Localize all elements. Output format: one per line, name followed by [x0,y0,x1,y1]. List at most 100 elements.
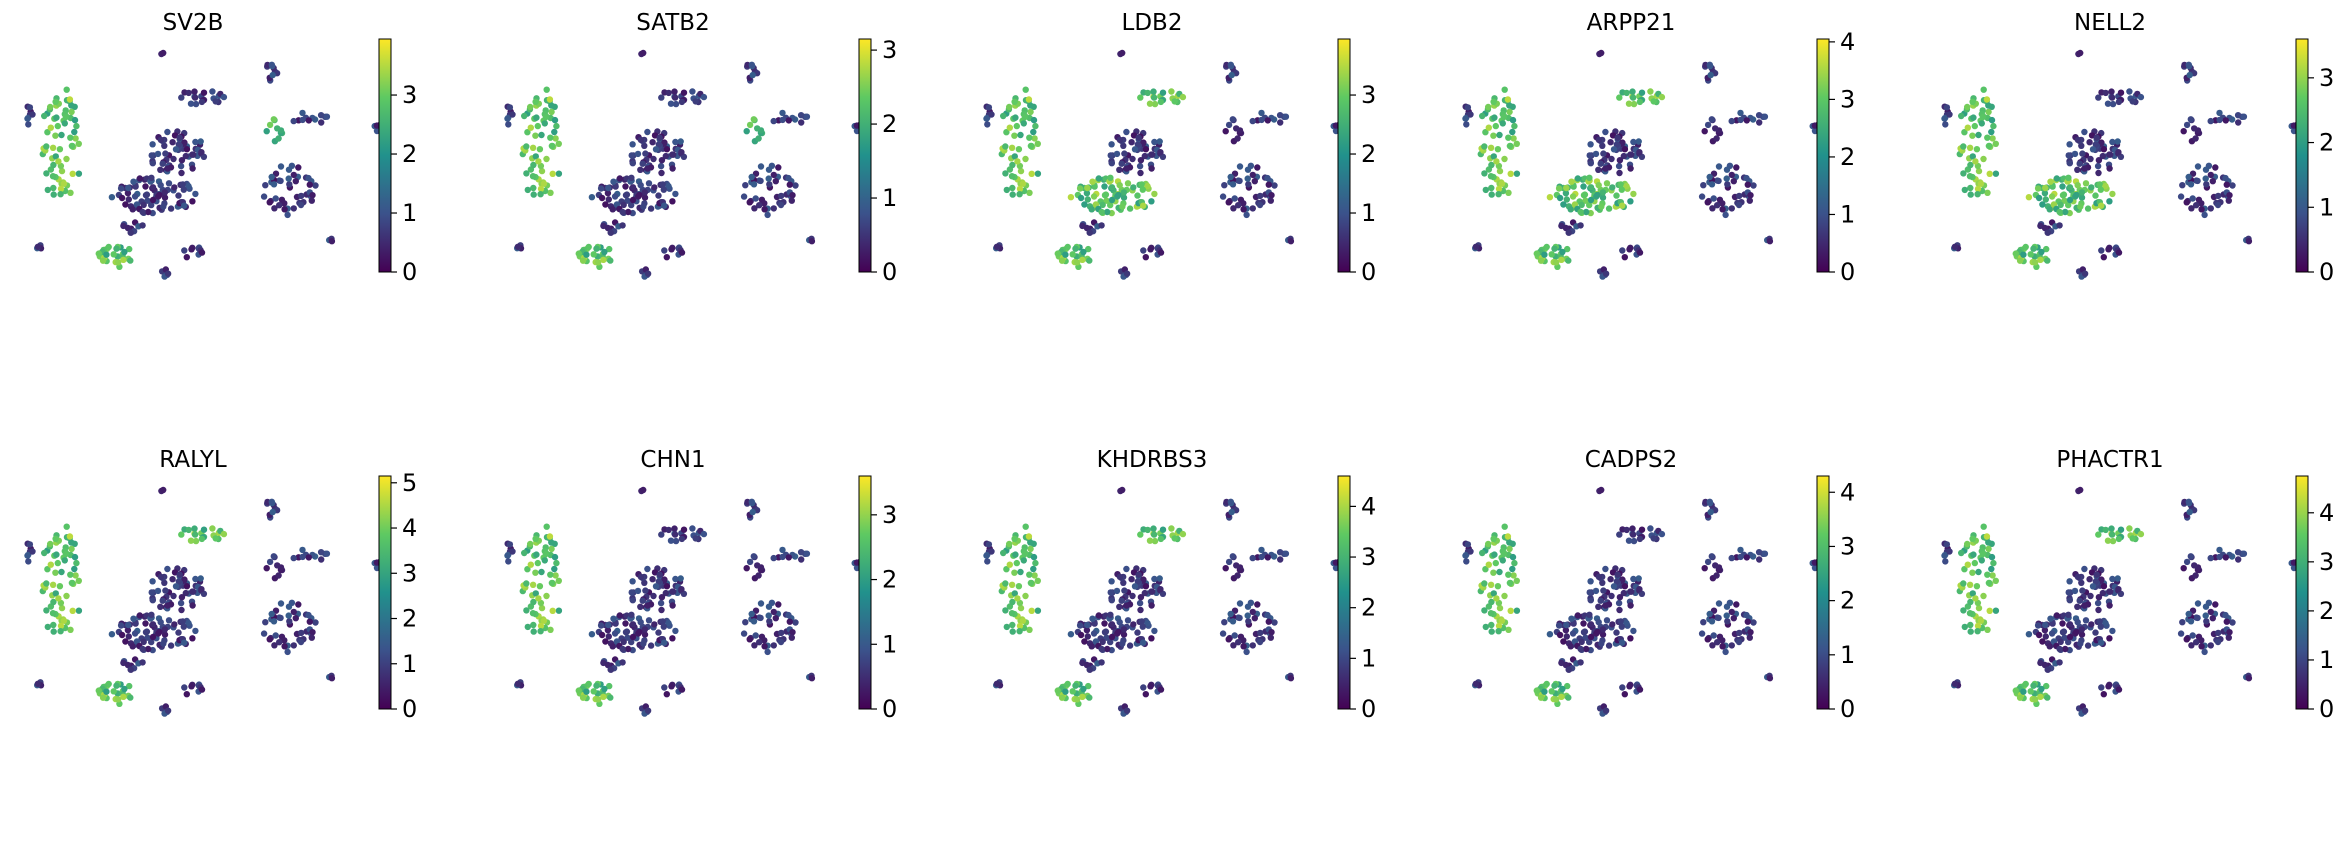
data-point [1116,603,1123,610]
data-point [198,686,206,693]
data-point [297,638,305,646]
data-point [1140,247,1147,254]
data-point [2030,245,2037,252]
data-point [624,634,631,641]
data-point [57,628,64,635]
data-point [761,637,768,644]
data-point [1562,190,1570,197]
data-point [1750,182,1757,189]
data-point [2077,640,2084,647]
data-point [182,589,189,597]
data-point [1541,251,1548,258]
data-point [1030,116,1038,124]
data-point [1129,155,1136,163]
data-point [47,540,54,548]
data-point [785,117,792,124]
data-point [1464,104,1472,111]
colorbar-tick-label: 4 [1840,478,1855,506]
data-point [1140,684,1147,691]
data-point [1708,553,1715,560]
colorbar [2295,475,2309,710]
colorbar-tick-label: 0 [402,695,417,723]
data-point [1126,205,1134,212]
data-point [2012,687,2019,694]
data-point [1967,621,1974,629]
data-point [798,119,805,126]
data-point [2027,251,2034,258]
data-point [189,198,196,205]
data-point [598,194,606,202]
data-point [1258,109,1265,117]
data-point [555,140,562,147]
data-point [1728,642,1735,649]
data-point [1235,639,1242,646]
data-point [778,192,785,200]
data-point [549,170,556,177]
data-point [1501,523,1508,530]
data-point [2115,249,2123,256]
data-point [601,685,608,693]
data-point [144,197,151,204]
data-point [297,201,305,209]
data-point [142,620,149,627]
data-point [777,201,785,209]
data-point [2095,157,2103,164]
data-point [115,259,122,266]
data-point [1017,131,1024,139]
data-point [993,243,1001,250]
data-point [2042,196,2049,203]
data-point [2177,193,2185,200]
data-point [655,629,662,636]
data-point [746,558,754,566]
data-point [1009,621,1016,629]
data-point [669,151,676,158]
data-point [1120,142,1127,149]
data-point [270,116,277,123]
data-point [1265,618,1272,625]
data-point [514,243,522,250]
data-point [2203,181,2210,188]
data-point [750,181,758,188]
colorbar-tick-label: 1 [402,199,417,227]
data-point [275,135,282,142]
data-point [276,177,283,184]
data-point [1594,191,1601,199]
data-point [2194,163,2202,170]
data-point [1565,257,1572,264]
data-point [373,122,381,129]
data-point [663,583,671,590]
data-point [1722,648,1729,656]
data-point [1282,113,1290,120]
data-point [1240,200,1247,207]
data-point [1084,621,1091,629]
data-point [309,192,316,199]
data-point [212,98,219,105]
data-point [1463,121,1470,128]
data-point [1119,203,1126,210]
data-point [172,583,180,590]
data-point [1058,257,1066,264]
data-point [524,186,531,194]
data-point [25,121,32,128]
data-point [1714,639,1721,646]
data-point [605,184,612,192]
data-point [2114,575,2121,582]
data-point [1179,93,1187,101]
data-point [752,632,759,639]
data-point [108,631,116,638]
data-point [2079,150,2086,157]
data-point [555,170,563,177]
data-point [2192,572,2199,579]
data-point [2137,93,2145,101]
data-point [2234,549,2242,556]
data-point [1240,643,1247,650]
data-point [1713,572,1720,579]
data-point [2081,602,2088,609]
data-point [2115,149,2122,156]
data-point [1488,184,1495,192]
data-point [148,611,155,618]
data-point [1148,602,1155,609]
data-point [1562,224,1570,232]
data-point [1151,627,1158,635]
data-point [71,128,78,136]
